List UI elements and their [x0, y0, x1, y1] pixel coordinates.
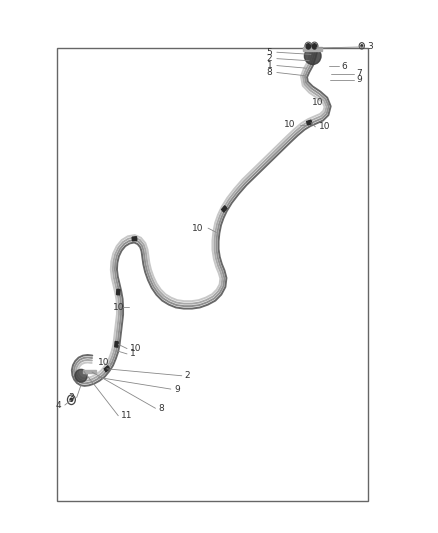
Text: 10: 10 [284, 120, 295, 129]
Text: 10: 10 [192, 224, 203, 232]
Bar [303, 47, 322, 51]
Text: 5: 5 [267, 48, 272, 56]
Bar [104, 366, 110, 372]
Text: 10: 10 [312, 98, 323, 107]
Bar [307, 120, 312, 125]
Text: 10: 10 [319, 123, 330, 131]
Ellipse shape [304, 47, 321, 64]
Text: 10: 10 [113, 303, 125, 311]
Text: 10: 10 [98, 358, 110, 367]
Text: 11: 11 [121, 411, 133, 420]
Text: 7: 7 [357, 69, 362, 78]
Text: 10: 10 [130, 344, 141, 353]
Text: 8: 8 [267, 68, 272, 77]
Circle shape [306, 44, 311, 49]
Bar [222, 206, 227, 212]
Bar [115, 342, 118, 347]
Text: 9: 9 [357, 76, 362, 84]
Circle shape [312, 44, 317, 49]
Text: 1: 1 [267, 61, 272, 70]
Circle shape [361, 45, 363, 47]
Text: 3: 3 [367, 43, 373, 51]
Circle shape [70, 398, 73, 401]
Text: 8: 8 [159, 404, 164, 413]
Ellipse shape [75, 369, 87, 382]
Text: 2: 2 [267, 54, 272, 63]
Text: 6: 6 [342, 62, 347, 70]
Bar [117, 289, 120, 295]
Text: 9: 9 [174, 385, 180, 393]
Text: 4: 4 [56, 401, 61, 409]
Bar [132, 237, 137, 241]
Text: 2: 2 [185, 372, 191, 380]
Text: 3: 3 [68, 393, 74, 402]
Bar [83, 370, 96, 373]
Text: 1: 1 [130, 350, 136, 358]
